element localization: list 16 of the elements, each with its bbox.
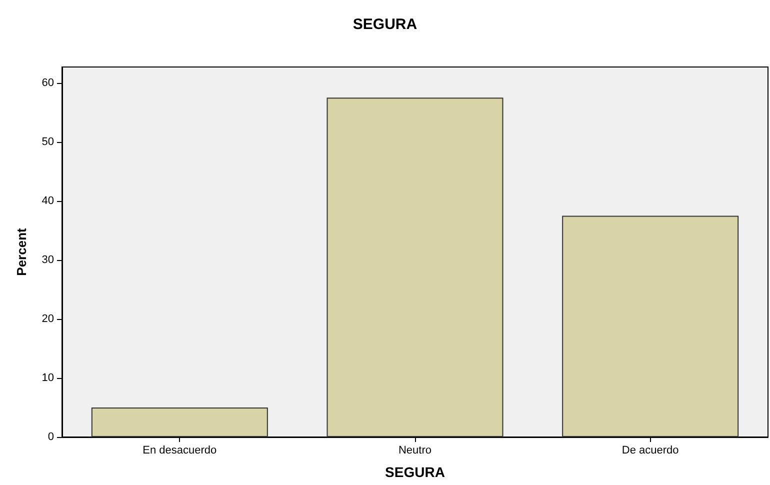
- y-tick-label: 50: [42, 136, 54, 148]
- bar: [562, 216, 739, 437]
- y-tick-label: 60: [42, 76, 54, 89]
- y-tick-label: 10: [42, 372, 54, 384]
- chart-title: SEGURA: [352, 16, 418, 33]
- x-tick-label: Neutro: [398, 444, 432, 456]
- x-tick-label: En desacuerdo: [142, 444, 217, 456]
- bar: [326, 98, 504, 437]
- y-tick-label: 20: [42, 312, 54, 325]
- x-axis-title: SEGURA: [385, 464, 445, 480]
- y-tick-label: 30: [42, 254, 54, 266]
- y-tick-label: 0: [48, 431, 54, 443]
- y-axis-title: Percent: [14, 227, 29, 276]
- y-tick-label: 40: [42, 194, 54, 207]
- x-tick-label: De acuerdo: [622, 444, 679, 456]
- bar: [91, 407, 268, 437]
